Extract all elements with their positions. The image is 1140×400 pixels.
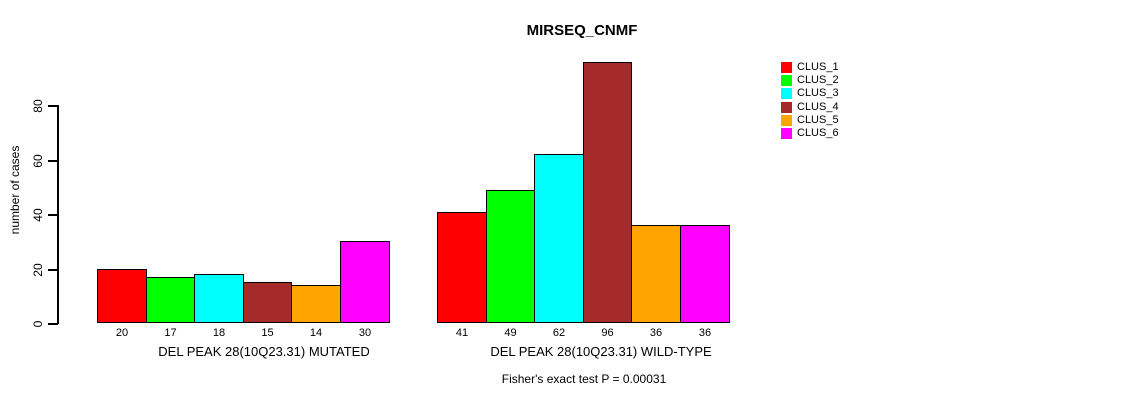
bar-clus_6-group2 (680, 225, 730, 323)
legend-item: CLUS_1 (781, 61, 839, 74)
y-tick-label: 40 (31, 208, 45, 222)
bar-value-label: 41 (455, 327, 469, 339)
y-tick (48, 269, 58, 271)
group-label-2: DEL PEAK 28(10Q23.31) WILD-TYPE (490, 344, 712, 359)
y-tick-label: 80 (31, 99, 45, 113)
y-tick (48, 323, 58, 325)
bar-value-label: 20 (115, 327, 129, 339)
legend-swatch (781, 114, 792, 126)
bar-value-label: 49 (504, 327, 517, 339)
legend: CLUS_1 CLUS_2 CLUS_3 CLUS_4 CLUS_5 CLUS_6 (781, 61, 839, 140)
legend-label: CLUS_1 (797, 61, 839, 74)
legend-swatch (781, 128, 792, 140)
bar-clus_5-group1 (291, 285, 341, 323)
legend-label: CLUS_3 (797, 87, 839, 100)
bar-value-label: 17 (164, 327, 177, 339)
bar-clus_3-group1 (194, 274, 244, 323)
y-tick-label: 20 (31, 263, 45, 277)
legend-label: CLUS_4 (797, 100, 839, 113)
group-label-1: DEL PEAK 28(10Q23.31) MUTATED (158, 344, 370, 359)
legend-item: CLUS_3 (781, 87, 839, 100)
fisher-test-annotation: Fisher's exact test P = 0.00031 (501, 372, 667, 386)
bar-value-label: 96 (601, 327, 614, 339)
legend-label: CLUS_2 (797, 74, 839, 87)
y-tick (48, 214, 58, 216)
y-axis-line (57, 105, 59, 324)
bar-value-label: 62 (552, 327, 566, 339)
bar-clus_2-group1 (146, 277, 195, 323)
legend-label: CLUS_6 (797, 127, 839, 140)
bar-value-label: 15 (261, 327, 274, 339)
bar-value-label: 36 (698, 327, 712, 339)
bar-clus_1-group1 (97, 269, 147, 323)
legend-label: CLUS_5 (797, 113, 839, 126)
legend-item: CLUS_5 (781, 114, 839, 127)
bar-value-label: 30 (358, 327, 372, 339)
legend-swatch (781, 62, 792, 74)
y-tick-label: 60 (31, 154, 45, 168)
chart-title: MIRSEQ_CNMF (526, 22, 638, 39)
bar-clus_2-group2 (486, 190, 535, 323)
legend-swatch (781, 101, 792, 113)
bar-clus_6-group1 (340, 241, 390, 323)
legend-item: CLUS_6 (781, 127, 839, 140)
y-tick (48, 105, 58, 107)
legend-item: CLUS_4 (781, 101, 839, 114)
y-tick (48, 160, 58, 162)
legend-item: CLUS_2 (781, 74, 839, 87)
legend-swatch (781, 88, 792, 100)
bar-clus_5-group2 (631, 225, 681, 323)
bar-clus_4-group2 (583, 62, 632, 323)
bar-value-label: 14 (309, 327, 323, 339)
bar-clus_3-group2 (534, 154, 584, 323)
bar-value-label: 18 (212, 327, 226, 339)
bar-clus_4-group1 (243, 282, 292, 323)
y-tick-label: 0 (31, 320, 45, 328)
bar-clus_1-group2 (437, 212, 487, 323)
legend-swatch (781, 75, 792, 87)
y-axis-label: number of cases (8, 145, 22, 235)
bar-value-label: 36 (649, 327, 663, 339)
